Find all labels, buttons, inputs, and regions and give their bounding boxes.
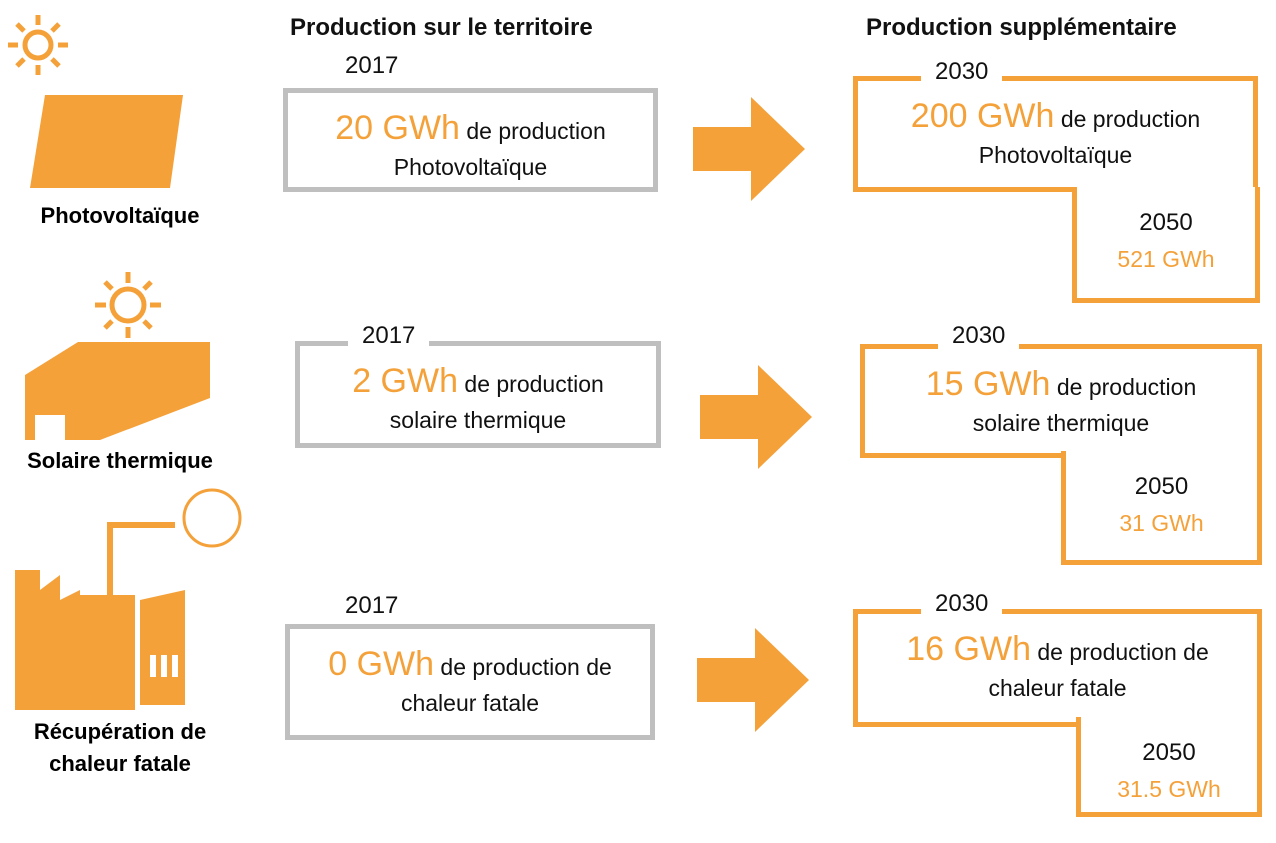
year: 2030 xyxy=(921,58,1003,86)
box-line: Photovoltaïque xyxy=(978,142,1133,168)
amount: 31 GWh xyxy=(1119,510,1204,536)
arrow xyxy=(693,97,805,201)
row-label: Photovoltaïque xyxy=(0,200,240,232)
box-line: solaire thermique xyxy=(389,407,567,433)
text: de production de xyxy=(1037,639,1209,665)
year: 2017 xyxy=(331,592,413,620)
header-current: Production sur le territoire xyxy=(290,14,593,41)
box-line: solaire thermique xyxy=(972,410,1150,436)
text: de production xyxy=(1060,106,1201,132)
year: 2050 xyxy=(1139,209,1193,236)
box-line: chaleur fatale xyxy=(988,675,1127,701)
amount: 20 GWh xyxy=(335,109,460,147)
amount: 2 GWh xyxy=(352,362,459,400)
icons xyxy=(8,15,242,710)
row-label-line: chaleur fatale xyxy=(49,751,191,776)
arrow xyxy=(697,628,809,732)
box-2050: 2050 31 GWh xyxy=(1061,451,1262,565)
text: de production de xyxy=(440,654,612,680)
amount: 15 GWh xyxy=(925,365,1051,403)
box-2030: 200 GWh de production Photovoltaïque xyxy=(853,76,1258,192)
row-label-line: Photovoltaïque xyxy=(40,203,200,228)
box-2050: 2050 521 GWh xyxy=(1072,187,1260,303)
box-line: 0 GWh de production de xyxy=(290,643,650,688)
box-2030: 16 GWh de production de chaleur fatale xyxy=(853,609,1262,727)
text: de production xyxy=(464,371,604,397)
box-line: 15 GWh de production xyxy=(865,363,1257,408)
box-2017: 20 GWh de production Photovoltaïque xyxy=(283,88,658,192)
box-2050: 2050 31.5 GWh xyxy=(1076,717,1262,817)
amount: 0 GWh xyxy=(328,645,435,683)
row-label: Récupération de chaleur fatale xyxy=(0,716,240,780)
amount: 16 GWh xyxy=(906,630,1031,668)
box-line: 200 GWh de production xyxy=(858,95,1253,140)
row-label: Solaire thermique xyxy=(0,445,240,477)
year: 2050 xyxy=(1134,473,1189,500)
amount: 31.5 GWh xyxy=(1117,776,1221,802)
amount: 521 GWh xyxy=(1117,246,1215,272)
box-2030: 15 GWh de production solaire thermique xyxy=(860,344,1262,458)
year: 2017 xyxy=(331,52,413,80)
box-2017: 0 GWh de production de chaleur fatale xyxy=(285,624,655,740)
box-line: Photovoltaïque xyxy=(393,154,548,180)
row-label-line: Récupération de xyxy=(33,719,207,744)
year: 2030 xyxy=(921,590,1003,618)
amount: 200 GWh xyxy=(910,97,1055,135)
box-2017: 2 GWh de production solaire thermique xyxy=(295,341,661,448)
year: 2017 xyxy=(348,322,430,350)
text: de production xyxy=(466,118,606,144)
box-line: 16 GWh de production de xyxy=(858,628,1257,673)
box-line: 20 GWh de production xyxy=(288,107,653,152)
header-future: Production supplémentaire xyxy=(866,14,1177,41)
box-line: 2 GWh de production xyxy=(300,360,656,405)
year: 2030 xyxy=(938,322,1020,350)
box-line: chaleur fatale xyxy=(400,690,540,716)
year: 2050 xyxy=(1142,739,1196,766)
arrow xyxy=(700,365,812,469)
text: de production xyxy=(1056,374,1197,400)
row-label-line: Solaire thermique xyxy=(27,448,213,473)
